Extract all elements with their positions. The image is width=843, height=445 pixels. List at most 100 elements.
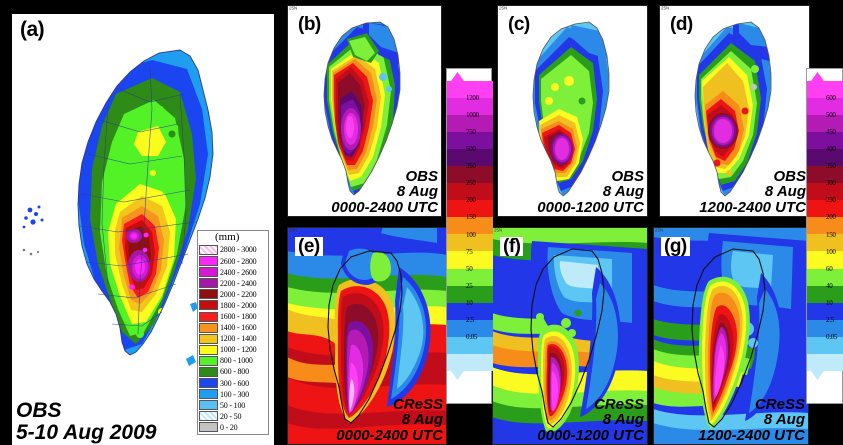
colorbar-tick-label: 200 — [466, 196, 476, 205]
colorbar-1200[interactable]: 1200 1000 750 500 350 250 200 150 100 75 50 25 10 2.5… — [446, 68, 493, 404]
legend-entry: 100 - 300 — [199, 389, 266, 400]
panel-g-caption-line-2: 8 Aug — [763, 411, 805, 429]
panel-a-label: (a) — [16, 18, 49, 41]
legend-swatch — [199, 300, 218, 311]
colorbar-tick-label: 350 — [826, 162, 836, 171]
panel-c[interactable]: 25N (c) OBS 8 Aug 0000-1200 UTC — [497, 5, 648, 217]
colorbar-segment — [447, 234, 493, 252]
panel-g-corner-tick: 25N — [655, 228, 664, 234]
legend-entry: 1800 - 2000 — [199, 300, 266, 311]
panel-g-map — [653, 227, 809, 445]
colorbar-segment — [447, 302, 493, 320]
colorbar-segment — [447, 319, 493, 337]
panel-e-map — [287, 227, 447, 445]
panel-d[interactable]: 25N (d) OBS 8 Aug 1200-2400 UTC — [659, 5, 810, 217]
panel-c-corner-tick: 25N — [499, 6, 508, 12]
colorbar-segment — [807, 285, 843, 303]
colorbar-tick-label: 60 — [826, 264, 833, 273]
legend-swatch — [199, 400, 218, 411]
legend-swatch — [199, 411, 218, 422]
legend-swatch — [199, 267, 218, 278]
legend-swatch — [199, 366, 218, 377]
panel-e-label: (e) — [295, 237, 323, 256]
legend-entry: 50 - 100 — [199, 400, 266, 411]
colorbar-tick-label: 200 — [826, 213, 836, 222]
colorbar-segment — [807, 251, 843, 269]
legend-swatch — [199, 355, 218, 366]
colorbar-segment — [807, 132, 843, 150]
panel-g-caption: CReSS 8 Aug 1200-2400 UTC — [698, 397, 805, 443]
colorbar-600-extend-bottom — [811, 371, 824, 380]
legend-swatch — [199, 389, 218, 400]
colorbar-segment — [447, 183, 493, 201]
panel-d-map — [659, 5, 810, 217]
legend-range-label: 800 - 1000 — [220, 356, 253, 366]
legend-entry: 1200 - 1400 — [199, 333, 266, 344]
panel-f-map — [492, 227, 648, 445]
legend-swatch — [199, 256, 218, 267]
legend-entry: 2600 - 2800 — [199, 256, 266, 267]
panel-f-caption-line-3: 0000-1200 UTC — [537, 426, 644, 444]
panel-f[interactable]: 25N (f) CReSS 8 Aug 0000-1200 UTC — [492, 227, 648, 445]
colorbar-1200-extend-top — [451, 72, 464, 81]
legend-range-label: 2200 - 2400 — [220, 278, 257, 288]
colorbar-segment — [807, 115, 843, 133]
panel-c-caption-line-1: OBS — [611, 168, 644, 186]
colorbar-tick-label: 0.05 — [466, 332, 478, 341]
colorbar-tick-label: 150 — [466, 213, 476, 222]
colorbar-1200-strip — [447, 81, 493, 371]
legend-range-label: 2800 - 3000 — [220, 245, 257, 255]
legend-range-label: 2600 - 2800 — [220, 256, 257, 266]
colorbar-tick-label: 2.5 — [826, 315, 834, 324]
panel-e-caption-line-1: CReSS — [392, 396, 443, 414]
panel-a[interactable]: (a) OBS 5-10 Aug 2009 (mm) 2800 - 3000 26… — [12, 14, 274, 445]
colorbar-1200-inner: 1200 1000 750 500 350 250 200 150 100 75 50 25 10 2.5… — [447, 72, 493, 393]
colorbar-600[interactable]: 600 500 450 400 350 300 250 200 150 100 60 40 10 2.5 0… — [806, 68, 843, 404]
panel-e[interactable]: 25N (e) CReSS 8 Aug 0000-2400 UTC — [287, 227, 447, 445]
colorbar-segment — [447, 285, 493, 303]
colorbar-tick-label: 2.5 — [466, 315, 474, 324]
legend-entry: 2800 - 3000 — [199, 244, 266, 255]
legend-entry: 20 - 50 — [199, 411, 266, 422]
panel-g[interactable]: 25N (g) CReSS 8 Aug 1200-2400 UTC — [653, 227, 809, 445]
panel-d-caption-line-3: 1200-2400 UTC — [699, 198, 806, 216]
colorbar-tick-label: 350 — [466, 162, 476, 171]
colorbar-tick-label: 250 — [466, 179, 476, 188]
colorbar-segment — [447, 81, 493, 99]
colorbar-segment — [447, 353, 493, 371]
panel-b-corner-tick: 25N — [289, 6, 298, 12]
panel-d-caption-line-1: OBS — [773, 168, 806, 186]
legend-swatch — [199, 322, 218, 333]
legend-entry: 800 - 1000 — [199, 355, 266, 366]
panel-b[interactable]: 25N (b) OBS 8 Aug 0000-2400 UTC — [287, 5, 442, 217]
colorbar-segment — [807, 166, 843, 184]
legend-entry: 300 - 600 — [199, 378, 266, 389]
panel-d-caption: OBS 8 Aug 1200-2400 UTC — [699, 169, 806, 215]
legend-range-label: 20 - 50 — [220, 411, 242, 421]
legend-range-label: 2400 - 2600 — [220, 267, 257, 277]
panel-a-legend[interactable]: (mm) 2800 - 3000 2600 - 2800 2400 - 2600 22… — [197, 230, 269, 435]
legend-entry: 0 - 20 — [199, 422, 266, 433]
colorbar-tick-label: 450 — [826, 128, 836, 137]
colorbar-segment — [807, 200, 843, 218]
panel-c-caption-line-2: 8 Aug — [602, 183, 644, 201]
panel-a-caption-line-1: OBS — [16, 399, 62, 423]
panel-f-caption-line-1: CReSS — [593, 396, 644, 414]
colorbar-tick-label: 400 — [826, 145, 836, 154]
legend-swatch — [199, 422, 218, 433]
legend-entry: 1000 - 1200 — [199, 344, 266, 355]
colorbar-segment — [447, 98, 493, 116]
panel-b-frame — [287, 5, 442, 217]
colorbar-segment — [447, 149, 493, 167]
panel-a-map — [12, 14, 274, 445]
colorbar-segment — [807, 149, 843, 167]
colorbar-tick-label: 250 — [826, 196, 836, 205]
panel-d-corner-tick: 25N — [661, 6, 670, 12]
legend-entry: 600 - 800 — [199, 366, 266, 377]
legend-range-label: 1000 - 1200 — [220, 345, 257, 355]
colorbar-tick-label: 500 — [826, 111, 836, 120]
legend-range-label: 600 - 800 — [220, 367, 249, 377]
panel-b-caption-line-2: 8 Aug — [396, 183, 438, 201]
colorbar-segment — [447, 268, 493, 286]
